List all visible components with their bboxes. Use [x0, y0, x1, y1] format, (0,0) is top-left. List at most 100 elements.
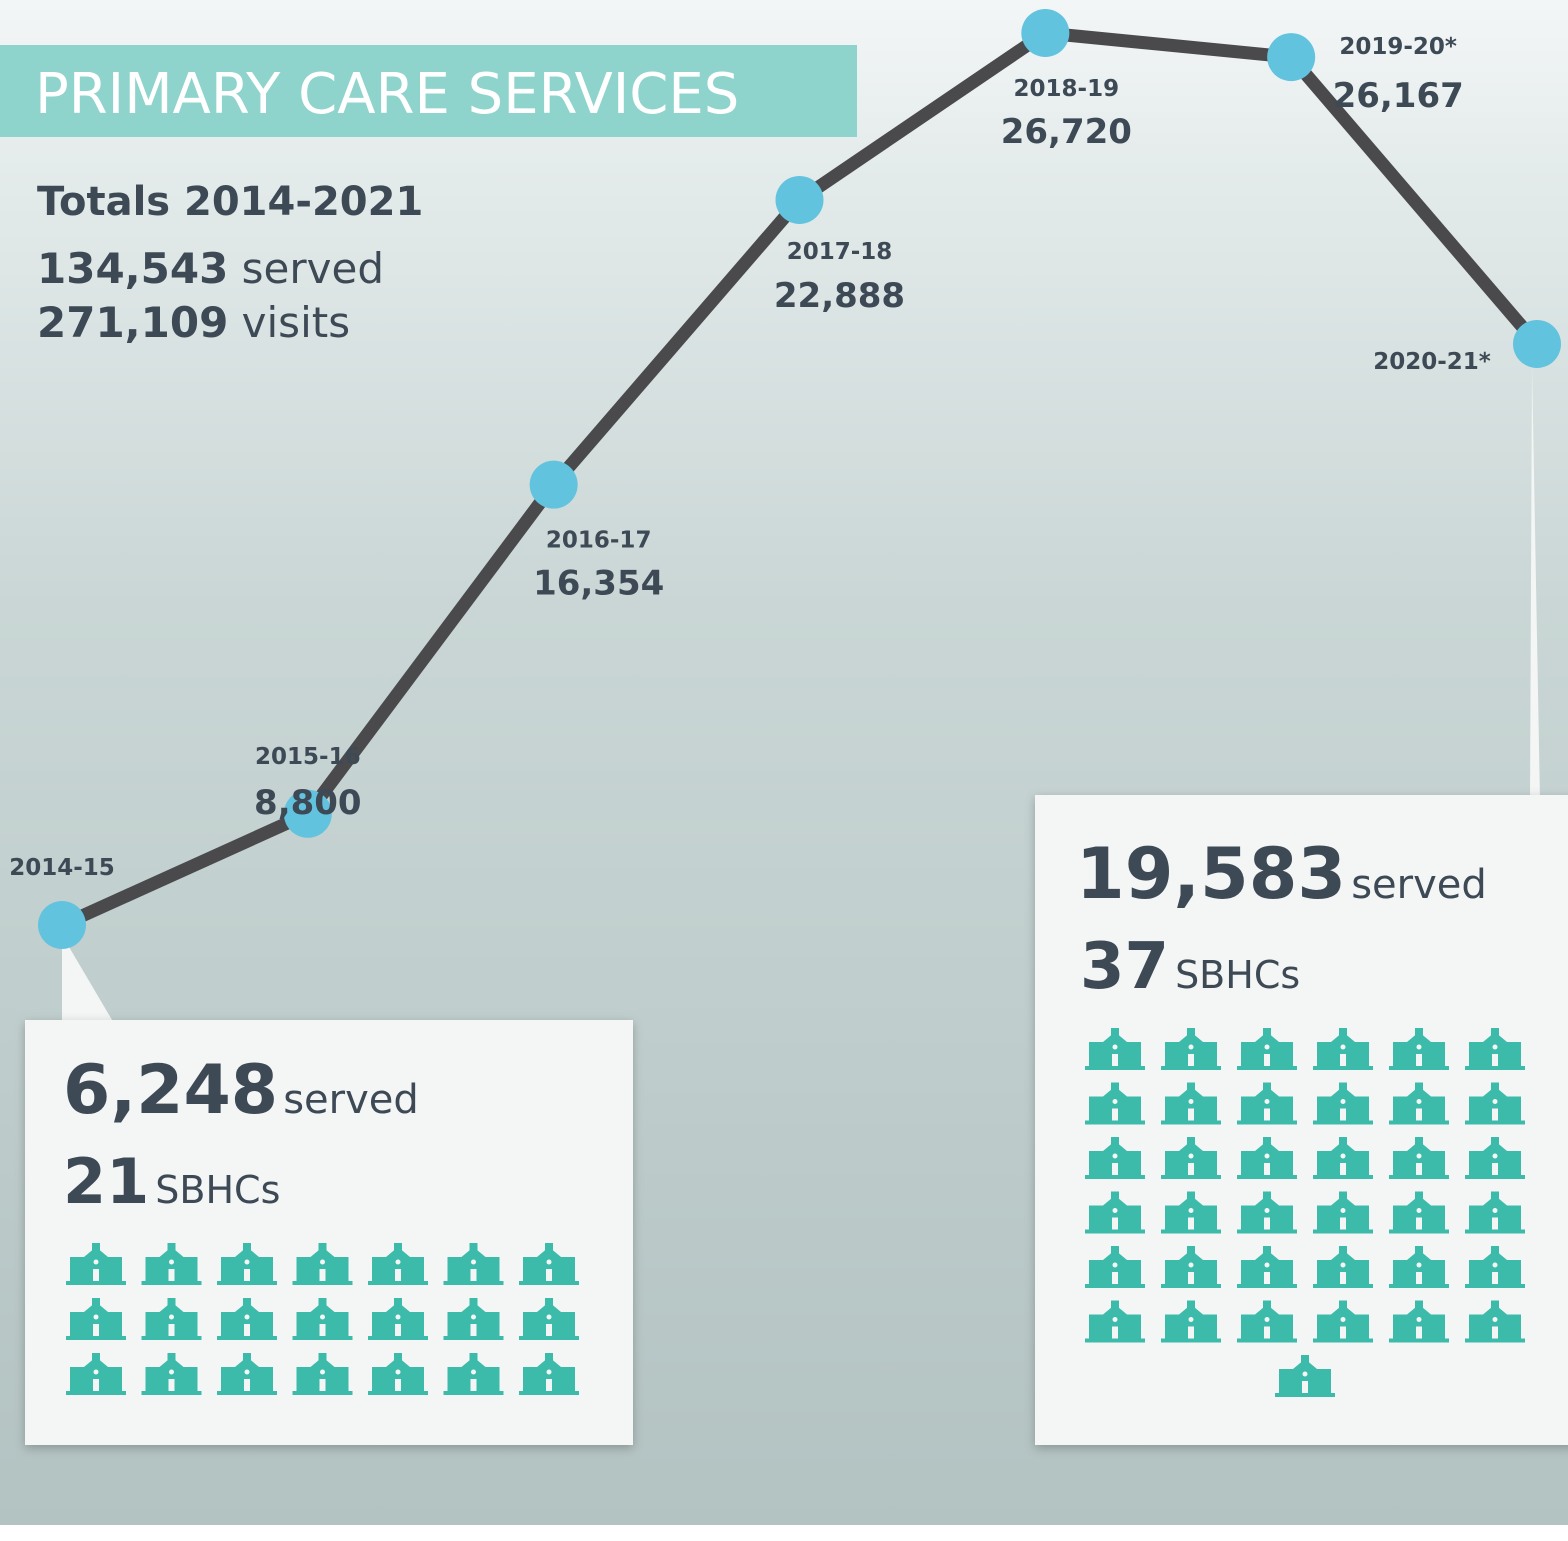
icon-clock: [1265, 1045, 1270, 1050]
icon-tower: [1111, 1083, 1119, 1091]
icon-base: [519, 1336, 579, 1340]
icon-tower: [92, 1298, 100, 1306]
icon-door: [1264, 1272, 1270, 1284]
icon-base: [1085, 1066, 1145, 1070]
icon-door: [93, 1269, 99, 1281]
icon-tower: [1491, 1028, 1499, 1036]
value-label: 16,354: [533, 564, 664, 604]
icon-base: [1389, 1230, 1449, 1234]
served-unit: served: [242, 244, 384, 293]
icon-tower: [1415, 1192, 1423, 1200]
icon-base: [1389, 1175, 1449, 1179]
icon-tower: [1263, 1083, 1271, 1091]
icon-base: [1465, 1284, 1525, 1288]
icon-door: [1416, 1163, 1422, 1175]
icon-base: [1465, 1339, 1525, 1343]
icon-tower: [1187, 1301, 1195, 1309]
icon-door: [546, 1324, 552, 1336]
icon-door: [1264, 1054, 1270, 1066]
served-unit: served: [283, 1077, 419, 1123]
icon-clock: [1341, 1263, 1346, 1268]
totals-served: 134,543 served: [37, 244, 384, 293]
icon-door: [471, 1269, 477, 1281]
sbhc-unit: SBHCs: [1175, 953, 1300, 997]
icon-clock: [1493, 1317, 1498, 1322]
visits-number: 271,109: [37, 298, 228, 347]
icon-tower: [1339, 1137, 1347, 1145]
icon-door: [244, 1324, 250, 1336]
icon-tower: [1491, 1137, 1499, 1145]
icon-tower: [243, 1298, 251, 1306]
icon-door: [395, 1324, 401, 1336]
icon-tower: [1415, 1083, 1423, 1091]
icon-door: [1340, 1272, 1346, 1284]
icon-clock: [1341, 1045, 1346, 1050]
icon-door: [1302, 1381, 1308, 1393]
icon-clock: [1417, 1208, 1422, 1213]
icon-clock: [1265, 1317, 1270, 1322]
icon-door: [1416, 1054, 1422, 1066]
icon-tower: [1187, 1137, 1195, 1145]
icon-base: [368, 1391, 428, 1395]
point: [530, 461, 578, 509]
value-label: 22,888: [774, 276, 905, 316]
icon-tower: [394, 1353, 402, 1361]
icon-tower: [1339, 1083, 1347, 1091]
icon-clock: [547, 1370, 552, 1375]
icon-tower: [92, 1243, 100, 1251]
icon-clock: [1113, 1317, 1118, 1322]
icon-base: [142, 1336, 202, 1340]
icon-base: [1085, 1339, 1145, 1343]
icon-door: [1340, 1163, 1346, 1175]
icon-door: [169, 1324, 175, 1336]
icon-tower: [1339, 1192, 1347, 1200]
icon-base: [1237, 1339, 1297, 1343]
icon-base: [1389, 1066, 1449, 1070]
icon-base: [1389, 1121, 1449, 1125]
icon-clock: [1493, 1045, 1498, 1050]
icon-clock: [320, 1370, 325, 1375]
icon-door: [1188, 1272, 1194, 1284]
icon-clock: [1113, 1208, 1118, 1213]
served-number: 134,543: [37, 244, 228, 293]
icon-door: [1188, 1109, 1194, 1121]
icon-door: [1188, 1054, 1194, 1066]
icon-door: [244, 1379, 250, 1391]
icon-tower: [1263, 1137, 1271, 1145]
icon-clock: [396, 1260, 401, 1265]
icon-door: [1416, 1218, 1422, 1230]
icon-base: [142, 1281, 202, 1285]
served-number: 6,248: [63, 1051, 278, 1130]
icon-clock: [169, 1370, 174, 1375]
icon-base: [368, 1281, 428, 1285]
icon-door: [1340, 1054, 1346, 1066]
icon-base: [1465, 1230, 1525, 1234]
icon-base: [1465, 1121, 1525, 1125]
icon-tower: [1111, 1246, 1119, 1254]
icon-clock: [1341, 1317, 1346, 1322]
icon-base: [1313, 1284, 1373, 1288]
icon-clock: [94, 1260, 99, 1265]
icon-door: [471, 1324, 477, 1336]
icon-clock: [1417, 1154, 1422, 1159]
icon-tower: [1111, 1028, 1119, 1036]
icon-tower: [394, 1298, 402, 1306]
visits-unit: visits: [242, 298, 350, 347]
icon-base: [1313, 1230, 1373, 1234]
icon-door: [1416, 1272, 1422, 1284]
icon-door: [471, 1379, 477, 1391]
icon-door: [320, 1269, 326, 1281]
icon-base: [1389, 1284, 1449, 1288]
value-label: 26,720: [1001, 112, 1132, 152]
icon-base: [444, 1281, 504, 1285]
icon-door: [1340, 1109, 1346, 1121]
icon-clock: [396, 1370, 401, 1375]
icon-door: [1416, 1109, 1422, 1121]
icon-base: [1237, 1066, 1297, 1070]
icon-tower: [243, 1353, 251, 1361]
icon-tower: [470, 1243, 478, 1251]
icon-base: [217, 1391, 277, 1395]
icon-clock: [471, 1315, 476, 1320]
point: [38, 901, 86, 949]
icon-base: [293, 1336, 353, 1340]
